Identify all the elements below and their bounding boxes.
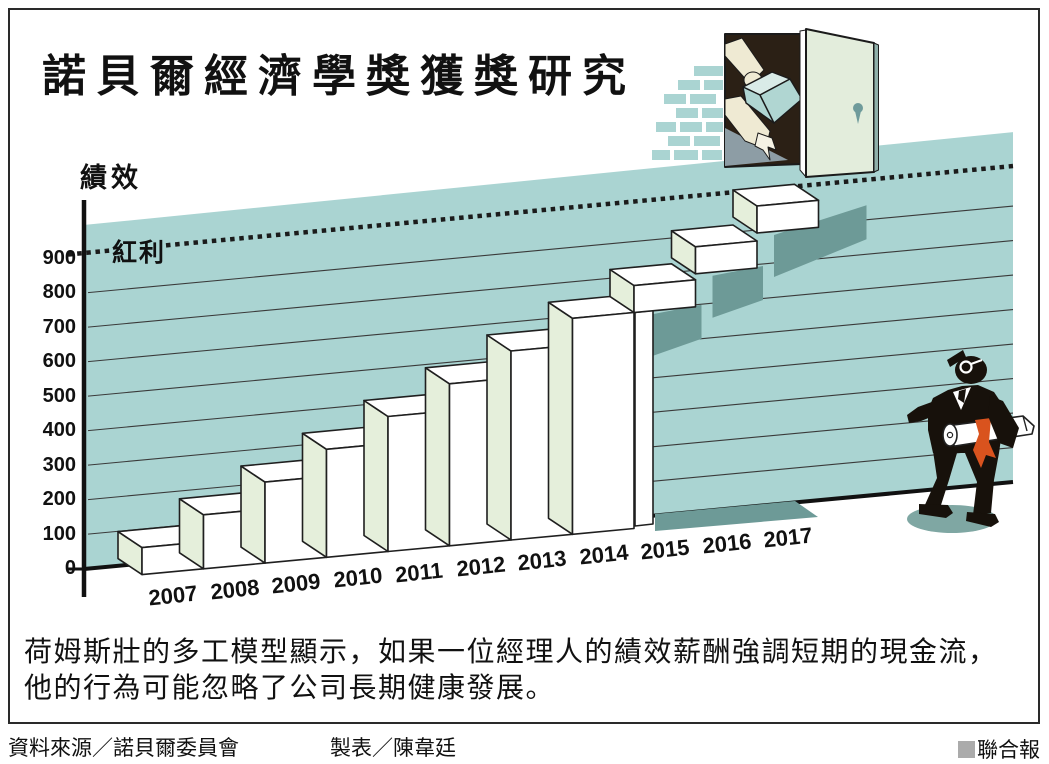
y-tick-label: 600 <box>42 350 76 372</box>
monocle-icon <box>959 360 973 374</box>
brand-name: 聯合報 <box>977 739 1040 762</box>
bonus-line-label: 紅利 <box>112 239 167 267</box>
credit-text: 製表／陳韋廷 <box>330 737 456 760</box>
y-tick-label: 800 <box>42 281 76 303</box>
keyhole-icon <box>853 103 863 113</box>
source-text: 資料來源／諾貝爾委員會 <box>8 737 239 760</box>
brand-square-icon <box>958 740 975 758</box>
open-door-illustration <box>724 28 879 178</box>
y-tick-label: 700 <box>42 315 76 338</box>
y-axis-label: 績效 <box>80 163 142 193</box>
brand: 聯合報 <box>958 734 1040 764</box>
y-tick-label: 300 <box>42 453 76 476</box>
y-tick-label: 0 <box>64 557 76 579</box>
brick-pattern <box>652 66 723 160</box>
y-tick-label: 400 <box>42 419 76 441</box>
y-tick-label: 100 <box>42 522 76 545</box>
businessman-illustration <box>907 350 1035 533</box>
y-tick-label: 500 <box>42 384 76 407</box>
page-title: 諾貝爾經濟學獎獲獎研究 <box>42 52 636 101</box>
caption-line-1: 荷姆斯壯的多工模型顯示，如果一位經理人的績效薪酬強調短期的現金流， <box>24 636 998 667</box>
caption: 荷姆斯壯的多工模型顯示，如果一位經理人的績效薪酬強調短期的現金流， 他的行為可能… <box>24 634 998 706</box>
caption-line-2: 他的行為可能忽略了公司長期健康發展。 <box>24 672 556 703</box>
y-tick-label: 900 <box>42 246 76 269</box>
chart-frame <box>8 8 1040 724</box>
y-tick-label: 200 <box>42 488 76 510</box>
